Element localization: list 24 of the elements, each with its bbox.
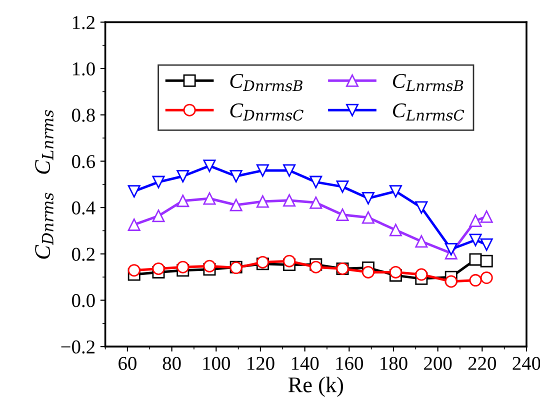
x-tick-label: 200 <box>424 356 452 370</box>
x-tick-label: 60 <box>118 356 136 370</box>
x-tick-label: 220 <box>468 356 496 370</box>
x-tick-label: 140 <box>292 356 319 370</box>
y-tick-label: −0.2 <box>61 340 95 354</box>
y-tick-label: 0.8 <box>72 108 95 122</box>
x-tick-label: 100 <box>203 356 230 370</box>
y-tick-label: 0.2 <box>72 248 95 261</box>
legend-label: C$_{LnrmsB}$ <box>392 74 464 92</box>
y-tick-label: 1.2 <box>72 16 95 30</box>
x-tick-label: 180 <box>380 356 408 370</box>
legend-label: C$_{LnrmsC}$ <box>392 103 464 121</box>
x-tick-label: 240 <box>512 356 540 370</box>
y-tick-label: 0.4 <box>72 201 96 215</box>
x-tick-label: 160 <box>336 356 363 370</box>
legend-label: C$_{DnrmsB}$ <box>230 74 302 92</box>
y-tick-label: 1.0 <box>72 62 95 76</box>
text: C$_{Dnrms}$ C$_{Lnrms}$ <box>35 110 54 259</box>
x-tick-label: 80 <box>162 356 181 370</box>
x-axis-title: Re (k) <box>288 376 343 397</box>
y-tick-label: 0.0 <box>72 294 95 308</box>
x-tick-label: 120 <box>248 356 274 370</box>
y-tick-label: 0.6 <box>72 155 95 168</box>
legend-label: C$_{DnrmsC}$ <box>230 103 304 121</box>
